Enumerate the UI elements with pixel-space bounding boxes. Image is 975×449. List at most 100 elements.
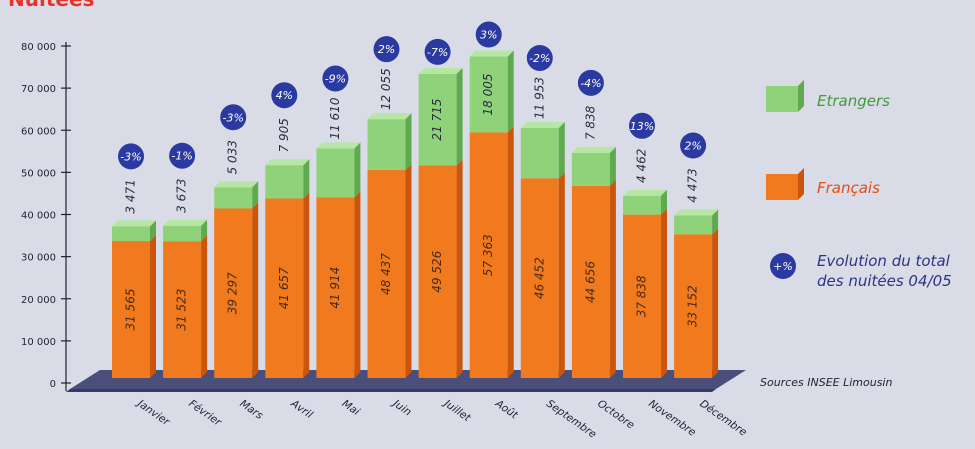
evolution-badge xyxy=(169,142,196,169)
bar-francais-side xyxy=(252,202,259,378)
bar-etrangers xyxy=(214,187,253,209)
value-label-etrangers: 11 953 xyxy=(532,77,546,119)
value-label-francais: 33 152 xyxy=(686,285,700,327)
y-tick-label: 40 000 xyxy=(21,211,56,222)
bar-etrangers-side xyxy=(303,159,310,199)
bar-francais xyxy=(418,165,457,378)
bar-top xyxy=(367,113,412,120)
value-label-francais: 41 914 xyxy=(328,267,342,309)
bar-francais-side xyxy=(558,172,565,378)
bar-etrangers xyxy=(418,73,457,166)
bar-etrangers-side xyxy=(405,113,412,170)
legend-label-francais: Français xyxy=(817,179,880,197)
value-label-etrangers: 5 033 xyxy=(226,140,240,174)
category-label: Juillet xyxy=(440,396,473,424)
bar-francais xyxy=(265,198,304,378)
bar-top xyxy=(674,209,719,216)
bar-francais-side xyxy=(201,235,208,378)
value-label-francais: 57 363 xyxy=(481,234,495,276)
legend-badge-evolution xyxy=(770,253,796,279)
evolution-badge xyxy=(118,143,144,170)
bar-francais xyxy=(367,169,406,378)
bar-francais xyxy=(163,241,202,378)
bar-francais xyxy=(674,234,713,378)
value-label-etrangers: 7 905 xyxy=(277,118,291,152)
evolution-badge xyxy=(577,69,604,96)
evolution-label: -4% xyxy=(580,77,601,90)
value-label-etrangers: 4 473 xyxy=(686,168,700,202)
bar-etrangers-side xyxy=(558,121,565,179)
evolution-label: 2% xyxy=(378,43,395,56)
value-label-etrangers: 7 838 xyxy=(583,105,597,140)
legend-badge-label: +% xyxy=(773,260,793,273)
bar-francais-side xyxy=(405,163,412,378)
y-tick-label: 0 xyxy=(50,379,56,390)
bar-etrangers-side xyxy=(609,146,616,186)
category-label: Décembre xyxy=(697,398,748,439)
category-label: Février xyxy=(186,398,224,429)
value-label-francais: 37 838 xyxy=(635,275,649,317)
legend-swatch-francais-side xyxy=(798,168,804,200)
evolution-badge xyxy=(220,104,247,131)
bar-francais-side xyxy=(661,208,667,378)
category-label: Octobre xyxy=(595,398,636,432)
y-tick-label: 80 000 xyxy=(21,42,56,53)
bar-etrangers xyxy=(469,56,508,133)
value-label-francais: 49 526 xyxy=(430,250,444,292)
bar-francais-side xyxy=(712,228,719,378)
legend-swatch-francais xyxy=(766,174,798,200)
bar-top xyxy=(520,121,565,128)
value-label-etrangers: 18 005 xyxy=(481,73,495,115)
bar-top xyxy=(623,189,667,196)
bar-etrangers-side xyxy=(252,181,259,209)
evolution-badge xyxy=(475,21,502,48)
y-tick-label: 10 000 xyxy=(21,337,56,348)
category-label: Janvier xyxy=(134,396,173,428)
legend-label-evolution-line1: Evolution du total xyxy=(817,252,951,270)
evolution-label: 13% xyxy=(630,120,654,133)
category-label: Juin xyxy=(389,396,413,418)
value-label-etrangers: 12 055 xyxy=(379,68,393,110)
evolution-label: 2% xyxy=(684,140,701,153)
evolution-label: -2% xyxy=(529,52,550,65)
evolution-badge xyxy=(526,44,553,71)
bar-etrangers xyxy=(265,165,304,199)
bar-etrangers-side xyxy=(201,219,208,242)
bar-top xyxy=(316,142,361,149)
evolution-badge xyxy=(424,38,451,65)
value-label-francais: 48 437 xyxy=(379,253,393,295)
bar-etrangers-side xyxy=(456,67,463,166)
y-tick-label: 20 000 xyxy=(21,295,56,306)
bar-etrangers-side xyxy=(661,189,667,215)
bar-francais xyxy=(469,132,508,378)
category-label: Août xyxy=(492,397,520,422)
bar-francais-side xyxy=(150,235,156,378)
bar-francais xyxy=(214,208,253,378)
bar-etrangers xyxy=(520,127,559,179)
category-label: Novembre xyxy=(646,398,698,439)
value-label-francais: 46 452 xyxy=(532,257,546,299)
bar-top xyxy=(163,219,208,226)
bar-etrangers xyxy=(112,226,150,242)
value-label-francais: 39 297 xyxy=(226,272,240,314)
value-label-etrangers: 3 471 xyxy=(124,179,138,213)
evolution-label: -3% xyxy=(120,150,141,163)
evolution-label: 4% xyxy=(276,89,293,102)
bar-etrangers xyxy=(316,148,355,198)
evolution-badge xyxy=(629,112,655,139)
bar-etrangers xyxy=(163,225,202,242)
bar-etrangers xyxy=(674,215,713,235)
evolution-badge xyxy=(373,36,400,63)
bar-francais xyxy=(571,185,610,378)
bar-etrangers xyxy=(623,195,661,215)
category-label: Avril xyxy=(288,397,315,421)
chart-floor-edge xyxy=(66,389,716,392)
bar-francais xyxy=(520,178,559,378)
bar-etrangers-side xyxy=(507,50,514,133)
bar-etrangers xyxy=(367,119,406,170)
bar-francais-side xyxy=(456,159,463,378)
value-label-etrangers: 11 610 xyxy=(328,97,342,139)
evolution-badge xyxy=(271,82,298,109)
